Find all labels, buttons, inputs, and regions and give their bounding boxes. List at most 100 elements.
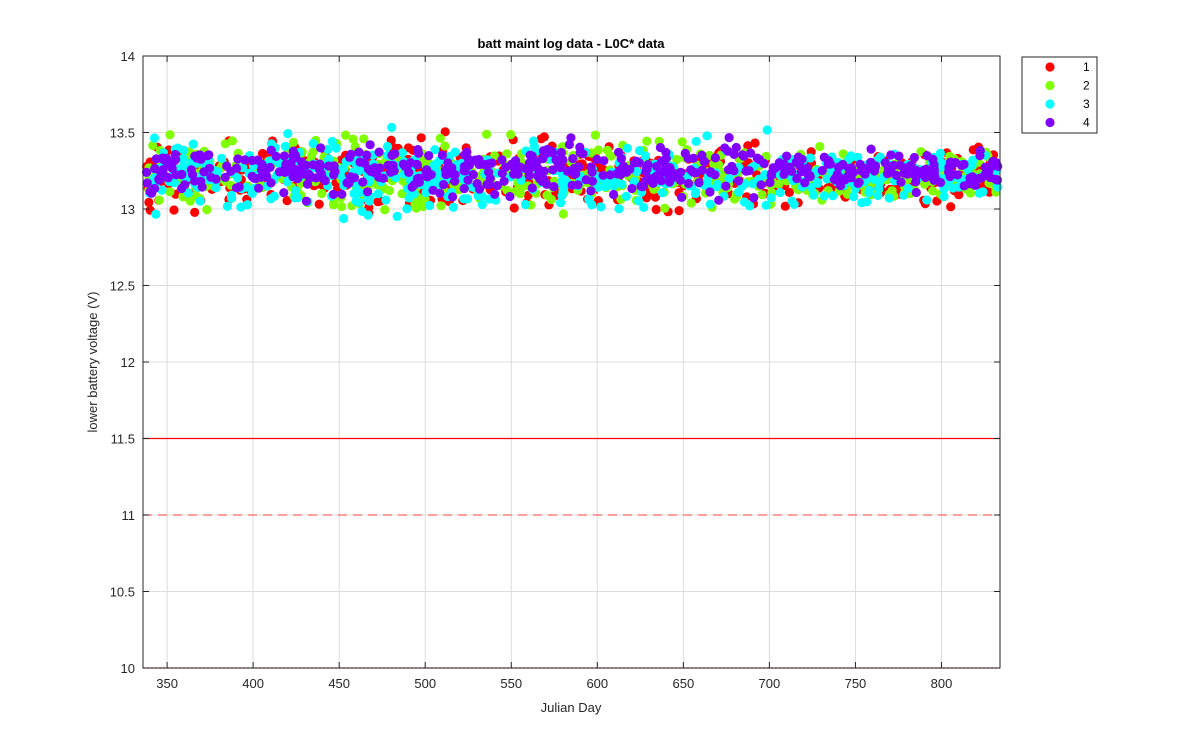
x-tick-label: 400 — [242, 676, 264, 691]
data-point-series-2 — [359, 134, 369, 144]
data-point-series-3 — [622, 143, 632, 153]
data-point-series-3 — [705, 199, 715, 209]
data-point-series-4 — [929, 175, 939, 185]
data-point-series-4 — [792, 173, 802, 184]
data-point-series-3 — [903, 183, 913, 193]
data-point-series-4 — [677, 192, 687, 202]
data-point-series-4 — [482, 179, 492, 190]
data-point-series-4 — [992, 175, 1003, 185]
data-point-series-3 — [846, 151, 856, 161]
data-point-series-3 — [338, 163, 348, 174]
data-point-series-4 — [354, 147, 364, 157]
data-point-series-3 — [634, 196, 644, 206]
data-point-series-4 — [505, 191, 515, 202]
data-point-series-3 — [556, 198, 566, 208]
data-point-series-4 — [834, 162, 844, 172]
data-point-series-4 — [756, 180, 766, 190]
data-point-series-1 — [932, 196, 942, 206]
data-point-series-2 — [148, 140, 158, 151]
y-tick-label: 12.5 — [110, 279, 135, 294]
data-point-series-4 — [346, 149, 356, 159]
data-point-series-3 — [354, 197, 364, 207]
data-point-series-2 — [677, 137, 687, 147]
data-point-series-1 — [416, 133, 426, 143]
data-point-series-4 — [474, 154, 484, 165]
data-point-series-4 — [974, 173, 984, 184]
data-point-series-4 — [694, 178, 704, 188]
legend[interactable]: 1 2 3 4 — [1021, 56, 1098, 134]
data-point-series-3 — [939, 191, 949, 202]
data-point-series-3 — [520, 199, 531, 210]
data-point-series-4 — [301, 196, 311, 206]
data-point-series-4 — [240, 155, 250, 165]
data-point-series-3 — [462, 194, 473, 204]
legend-label: 4 — [1083, 116, 1090, 130]
data-point-series-4 — [581, 175, 591, 185]
data-point-series-4 — [499, 176, 509, 186]
data-points — [141, 122, 1003, 224]
data-point-series-2 — [660, 203, 670, 213]
data-point-series-4 — [803, 170, 814, 180]
data-point-series-3 — [748, 179, 758, 189]
data-point-series-2 — [672, 154, 682, 165]
data-point-series-3 — [381, 195, 391, 205]
data-point-series-3 — [477, 199, 487, 210]
data-point-series-2 — [435, 133, 445, 143]
y-tick-label: 11.5 — [111, 432, 135, 447]
data-point-series-4 — [220, 172, 230, 182]
data-point-series-3 — [629, 176, 639, 187]
data-point-series-4 — [731, 142, 741, 153]
legend-marker — [1045, 117, 1055, 128]
data-point-series-4 — [680, 148, 690, 158]
data-point-series-2 — [482, 129, 492, 139]
data-point-series-4 — [889, 160, 899, 170]
data-point-series-1 — [784, 187, 795, 197]
data-point-series-2 — [590, 130, 601, 140]
data-point-series-4 — [371, 168, 381, 178]
data-point-series-3 — [849, 192, 859, 202]
data-point-series-1 — [743, 141, 753, 151]
data-point-series-4 — [649, 173, 659, 183]
data-point-series-2 — [165, 130, 175, 140]
legend-item-3[interactable]: 3 — [1045, 97, 1090, 111]
data-point-series-4 — [450, 176, 460, 186]
data-point-series-4 — [721, 181, 731, 191]
data-point-series-4 — [315, 159, 325, 169]
data-point-series-1 — [144, 197, 154, 207]
data-point-series-4 — [266, 178, 276, 188]
data-point-series-4 — [754, 154, 765, 165]
data-point-series-4 — [202, 151, 213, 161]
data-point-series-3 — [857, 198, 867, 208]
data-point-series-4 — [279, 151, 289, 161]
data-point-series-4 — [510, 156, 521, 166]
data-point-series-4 — [539, 166, 549, 176]
data-point-series-4 — [627, 183, 637, 194]
data-point-series-1 — [968, 145, 978, 155]
data-point-series-3 — [433, 169, 443, 179]
data-point-series-4 — [525, 150, 535, 160]
data-point-series-4 — [785, 162, 795, 172]
data-point-series-4 — [564, 139, 575, 150]
data-point-series-4 — [438, 180, 449, 190]
legend-item-4[interactable]: 4 — [1045, 116, 1090, 130]
data-point-series-4 — [675, 175, 685, 185]
legend-item-2[interactable]: 2 — [1045, 79, 1090, 93]
data-point-series-4 — [733, 176, 744, 186]
data-point-series-4 — [337, 189, 347, 199]
data-point-series-3 — [233, 173, 243, 183]
data-point-series-4 — [636, 181, 646, 191]
data-point-series-4 — [423, 168, 433, 178]
data-point-series-2 — [337, 201, 347, 212]
data-point-series-4 — [952, 170, 963, 180]
data-point-series-4 — [271, 151, 281, 161]
data-point-series-2 — [506, 130, 516, 140]
data-point-series-3 — [806, 182, 816, 192]
data-point-series-3 — [805, 153, 816, 163]
data-point-series-4 — [551, 155, 561, 165]
data-point-series-3 — [813, 178, 823, 188]
data-point-series-4 — [911, 187, 921, 198]
data-point-series-4 — [288, 167, 298, 177]
data-point-series-4 — [909, 152, 920, 163]
legend-item-1[interactable]: 1 — [1045, 60, 1090, 74]
